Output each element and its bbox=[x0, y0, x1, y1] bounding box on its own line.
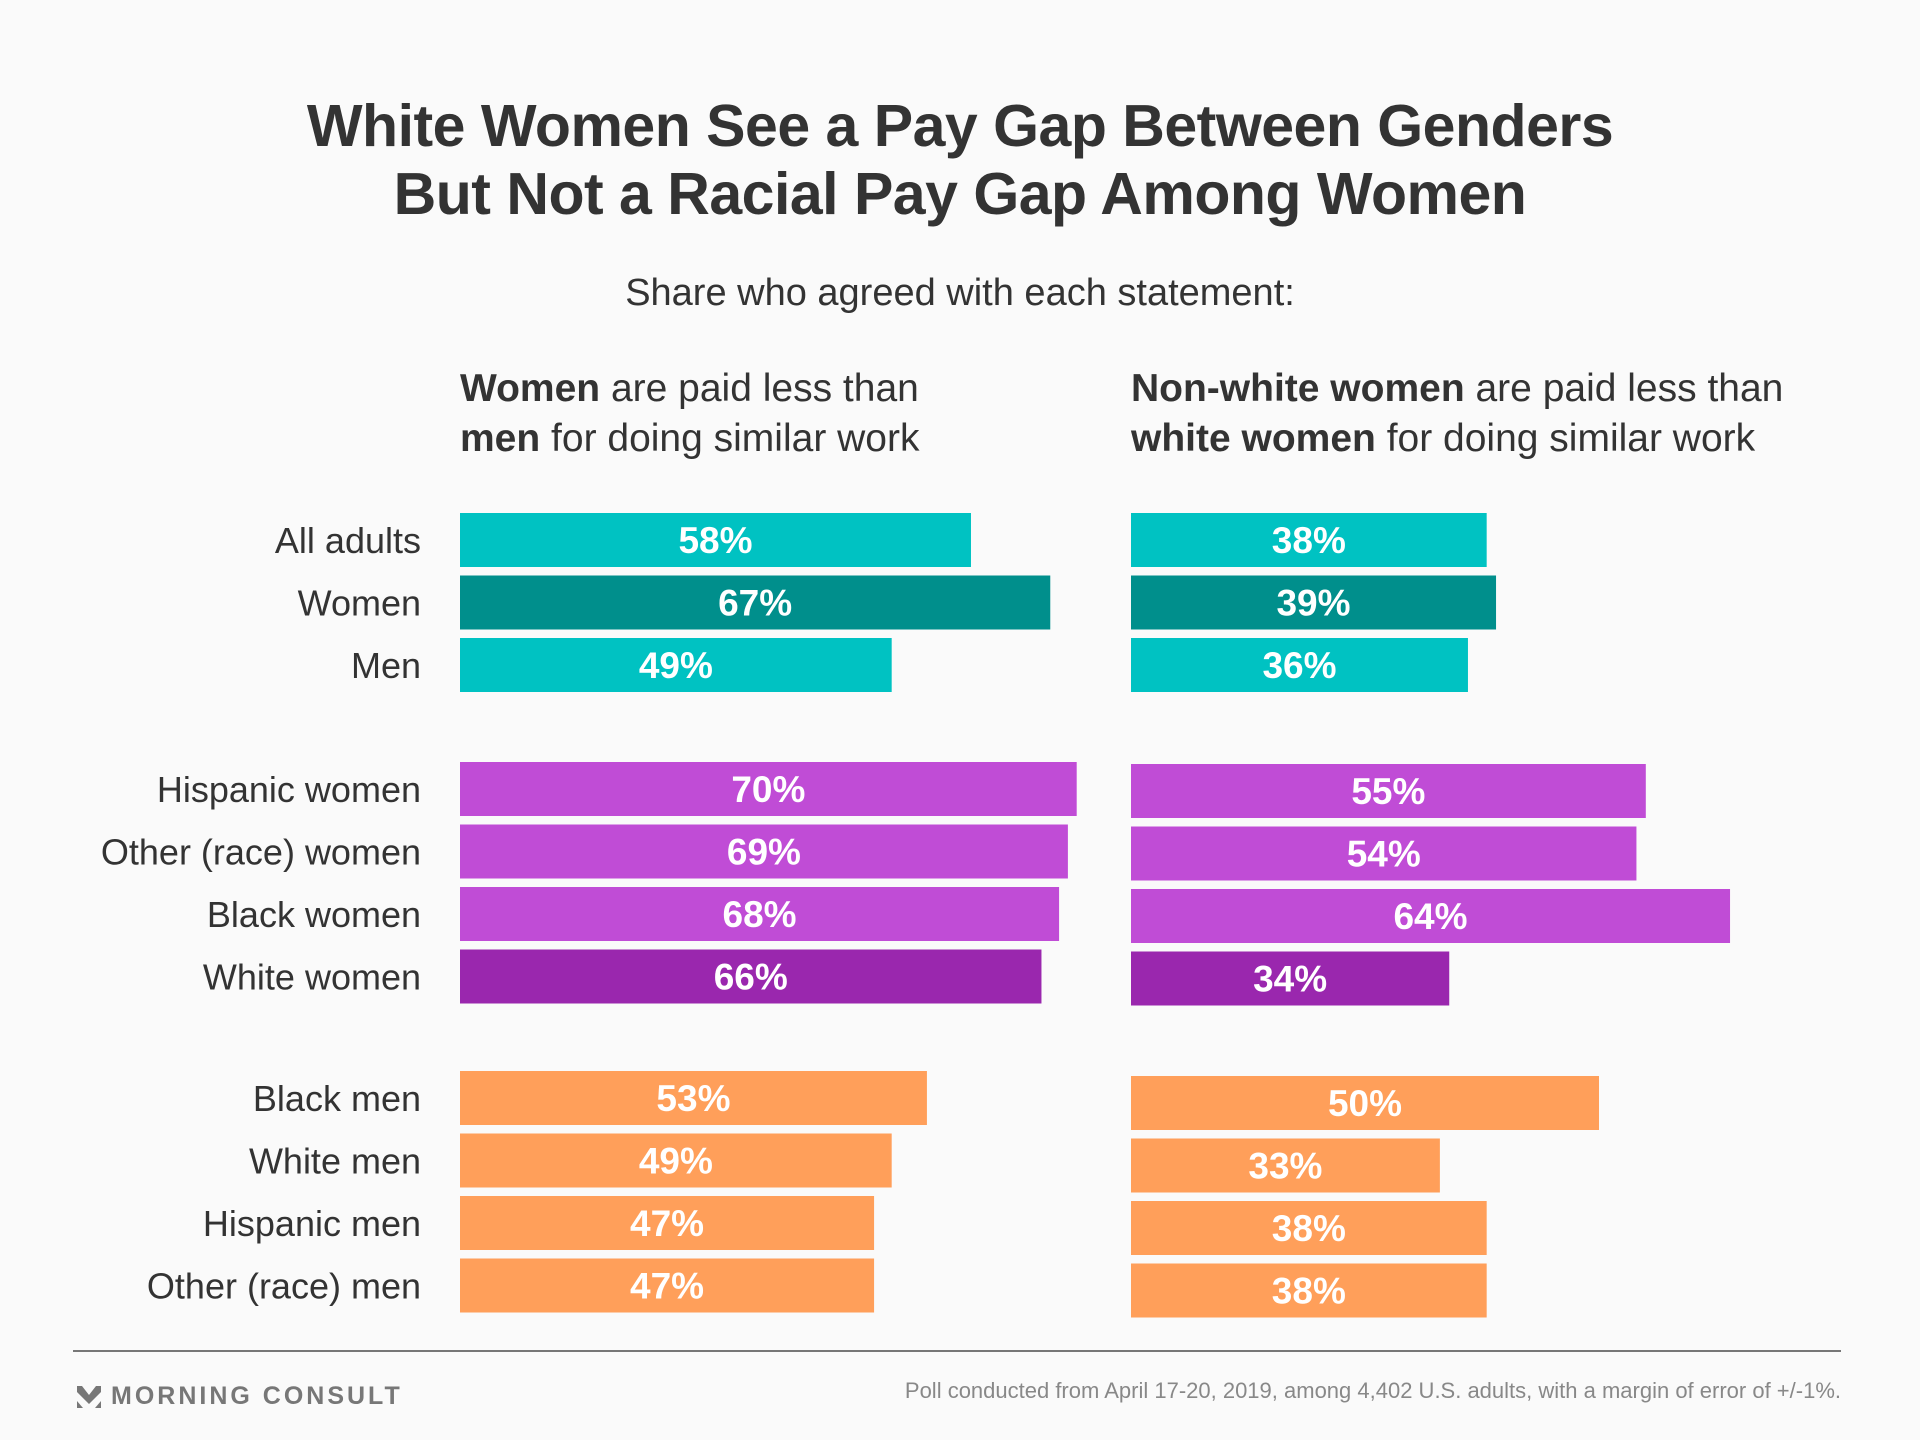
bar-gender-gap bbox=[460, 1258, 875, 1313]
data-label: 47% bbox=[630, 1203, 704, 1244]
data-label: 49% bbox=[639, 1141, 713, 1182]
bar-racial-gap bbox=[1131, 1263, 1487, 1318]
row-label: Other (race) men bbox=[147, 1266, 421, 1307]
bar-gender-gap bbox=[460, 575, 1051, 630]
data-label: 49% bbox=[639, 645, 713, 686]
data-label: 36% bbox=[1262, 645, 1336, 686]
column-header-bold: Non-white women bbox=[1131, 367, 1465, 410]
bar-racial-gap bbox=[1131, 638, 1468, 692]
data-label: 68% bbox=[723, 894, 797, 935]
data-label: 67% bbox=[718, 583, 792, 624]
bar-gender-gap bbox=[460, 824, 1068, 879]
row-label: All adults bbox=[275, 520, 421, 561]
bar-gender-gap bbox=[460, 887, 1060, 941]
column-header-text: are paid less than bbox=[600, 367, 919, 410]
column-header-bold: men bbox=[460, 417, 541, 460]
row-label: Hispanic men bbox=[203, 1203, 421, 1244]
bar-racial-gap bbox=[1131, 826, 1637, 881]
brand-name: MORNING CONSULT bbox=[111, 1382, 403, 1410]
footer-divider bbox=[73, 1350, 1841, 1352]
bar-racial-gap bbox=[1131, 764, 1646, 818]
data-label: 66% bbox=[714, 957, 788, 998]
data-label: 58% bbox=[678, 520, 752, 561]
column-header-gender-gap: Women are paid less than men for doing s… bbox=[460, 364, 1020, 464]
column-header-racial-gap: Non-white women are paid less than white… bbox=[1131, 364, 1871, 464]
chart-title: White Women See a Pay Gap Between Gender… bbox=[0, 92, 1920, 228]
row-label: White women bbox=[203, 957, 421, 998]
data-label: 33% bbox=[1248, 1146, 1322, 1187]
bar-racial-gap bbox=[1131, 889, 1731, 943]
data-label: 53% bbox=[656, 1078, 730, 1119]
bar-gender-gap bbox=[460, 1196, 875, 1250]
data-label: 54% bbox=[1347, 834, 1421, 875]
bar-racial-gap bbox=[1131, 513, 1487, 567]
title-line-2: But Not a Racial Pay Gap Among Women bbox=[393, 161, 1527, 227]
bar-racial-gap bbox=[1131, 1201, 1487, 1255]
column-header-bold: white women bbox=[1131, 417, 1376, 460]
brand-logo: MORNING CONSULT bbox=[77, 1382, 403, 1411]
column-header-text: are paid less than bbox=[1464, 367, 1784, 410]
row-label: Black men bbox=[253, 1078, 421, 1119]
data-label: 47% bbox=[630, 1266, 704, 1307]
data-label: 38% bbox=[1272, 1271, 1346, 1312]
bar-gender-gap bbox=[460, 1133, 892, 1188]
data-label: 39% bbox=[1276, 583, 1350, 624]
data-label: 34% bbox=[1253, 959, 1327, 1000]
bar-gender-gap bbox=[460, 638, 892, 692]
row-label: Women bbox=[298, 583, 421, 624]
data-label: 50% bbox=[1328, 1083, 1402, 1124]
column-header-text: for doing similar work bbox=[540, 417, 920, 460]
column-header-text: for doing similar work bbox=[1375, 417, 1756, 460]
chart-subtitle: Share who agreed with each statement: bbox=[625, 272, 1295, 314]
row-label: Other (race) women bbox=[101, 832, 421, 873]
data-label: 69% bbox=[727, 832, 801, 873]
morning-consult-logo-icon bbox=[77, 1385, 101, 1408]
bar-racial-gap bbox=[1131, 951, 1450, 1006]
data-label: 70% bbox=[731, 769, 805, 810]
bar-racial-gap bbox=[1131, 1076, 1599, 1130]
bar-racial-gap bbox=[1131, 1138, 1440, 1193]
data-label: 38% bbox=[1272, 520, 1346, 561]
data-label: 64% bbox=[1393, 896, 1467, 937]
row-label: White men bbox=[249, 1141, 421, 1182]
data-label: 38% bbox=[1272, 1208, 1346, 1249]
bar-racial-gap bbox=[1131, 575, 1497, 630]
data-label: 55% bbox=[1351, 771, 1425, 812]
row-label: Men bbox=[351, 645, 421, 686]
bar-gender-gap bbox=[460, 762, 1077, 816]
column-header-bold: Women bbox=[460, 367, 601, 410]
footnote: Poll conducted from April 17-20, 2019, a… bbox=[904, 1378, 1841, 1403]
row-label: Hispanic women bbox=[157, 769, 421, 810]
bar-gender-gap bbox=[460, 1071, 927, 1125]
bar-gender-gap bbox=[460, 949, 1042, 1004]
bar-gender-gap bbox=[460, 513, 971, 567]
title-line-1: White Women See a Pay Gap Between Gender… bbox=[306, 93, 1614, 159]
row-label: Black women bbox=[207, 894, 421, 935]
